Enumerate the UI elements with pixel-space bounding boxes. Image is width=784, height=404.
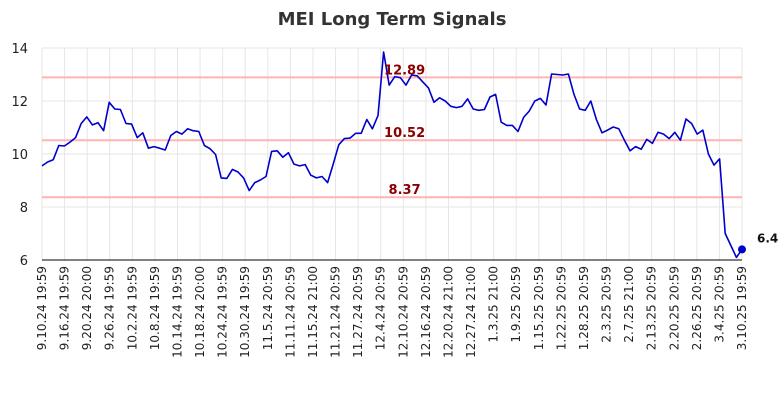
x-tick-label: 3.4.25 20:59	[712, 266, 726, 343]
signal-level-label: 8.37	[389, 183, 421, 198]
x-tick-label: 11.15.24 21:00	[306, 266, 320, 358]
x-tick-label: 9.26.24 19:59	[103, 266, 117, 350]
x-tick-label: 12.27.24 21:00	[464, 266, 478, 358]
y-tick-label: 6	[20, 254, 28, 269]
x-tick-label: 12.4.24 20:59	[374, 266, 388, 350]
x-tick-label: 12.10.24 20:59	[396, 266, 410, 358]
last-value-label: 6.4	[757, 231, 778, 245]
x-tick-label: 2.26.25 20:59	[690, 266, 704, 350]
x-tick-label: 9.10.24 19:59	[35, 266, 49, 350]
signal-levels	[42, 76, 742, 199]
x-tick-label: 10.30.24 19:59	[238, 266, 252, 358]
y-tick-label: 14	[11, 42, 28, 57]
x-tick-label: 11.11.24 20:59	[283, 266, 297, 358]
series-layer	[41, 51, 746, 259]
x-tick-label: 9.20.24 20:00	[80, 266, 94, 350]
x-tick-label: 1.28.25 20:59	[577, 266, 591, 350]
x-tick-label: 1.9.25 20:59	[509, 266, 523, 343]
y-tick-label: 8	[20, 201, 28, 216]
signal-level-label: 12.89	[384, 63, 425, 78]
x-tick-label: 1.3.25 21:00	[487, 266, 501, 343]
x-tick-label: 2.13.25 20:59	[645, 266, 659, 350]
x-tick-label: 10.24.24 19:59	[216, 266, 230, 358]
y-tick-label: 12	[11, 95, 28, 110]
x-tick-label: 2.7.25 21:00	[622, 266, 636, 343]
x-tick-label: 2.3.25 20:59	[600, 266, 614, 343]
x-tick-label: 3.10.25 19:59	[735, 266, 749, 350]
price-line	[41, 51, 743, 259]
label-layer: 12.89 10.52 8.37 6.4	[384, 63, 778, 245]
axes: 6 8 10 12 14 9.10.24 19:59 9.16.24 19:59 9.20.2…	[11, 42, 749, 358]
x-tick-label: 1.22.25 20:59	[554, 266, 568, 350]
x-tick-label: 1.15.25 20:59	[532, 266, 546, 350]
x-tick-label: 12.16.24 20:59	[419, 266, 433, 358]
x-tick-label: 12.20.24 21:00	[441, 266, 455, 358]
last-value-point	[738, 245, 746, 254]
x-tick-label: 11.21.24 20:59	[329, 266, 343, 358]
x-tick-label: 11.5.24 20:59	[261, 266, 275, 350]
chart-title: MEI Long Term Signals	[278, 9, 507, 30]
y-tick-label: 10	[11, 148, 28, 163]
grid-lines	[41, 47, 743, 261]
x-tick-label: 2.20.25 20:59	[667, 266, 681, 350]
x-tick-label: 10.18.24 20:00	[193, 266, 207, 358]
x-tick-label: 9.16.24 19:59	[58, 266, 72, 350]
x-tick-label: 10.2.24 19:59	[125, 266, 139, 350]
x-tick-label: 10.8.24 19:59	[148, 266, 162, 350]
signal-level-label: 10.52	[384, 126, 425, 141]
x-tick-label: 10.14.24 19:59	[170, 266, 184, 358]
x-tick-label: 11.27.24 20:59	[351, 266, 365, 358]
